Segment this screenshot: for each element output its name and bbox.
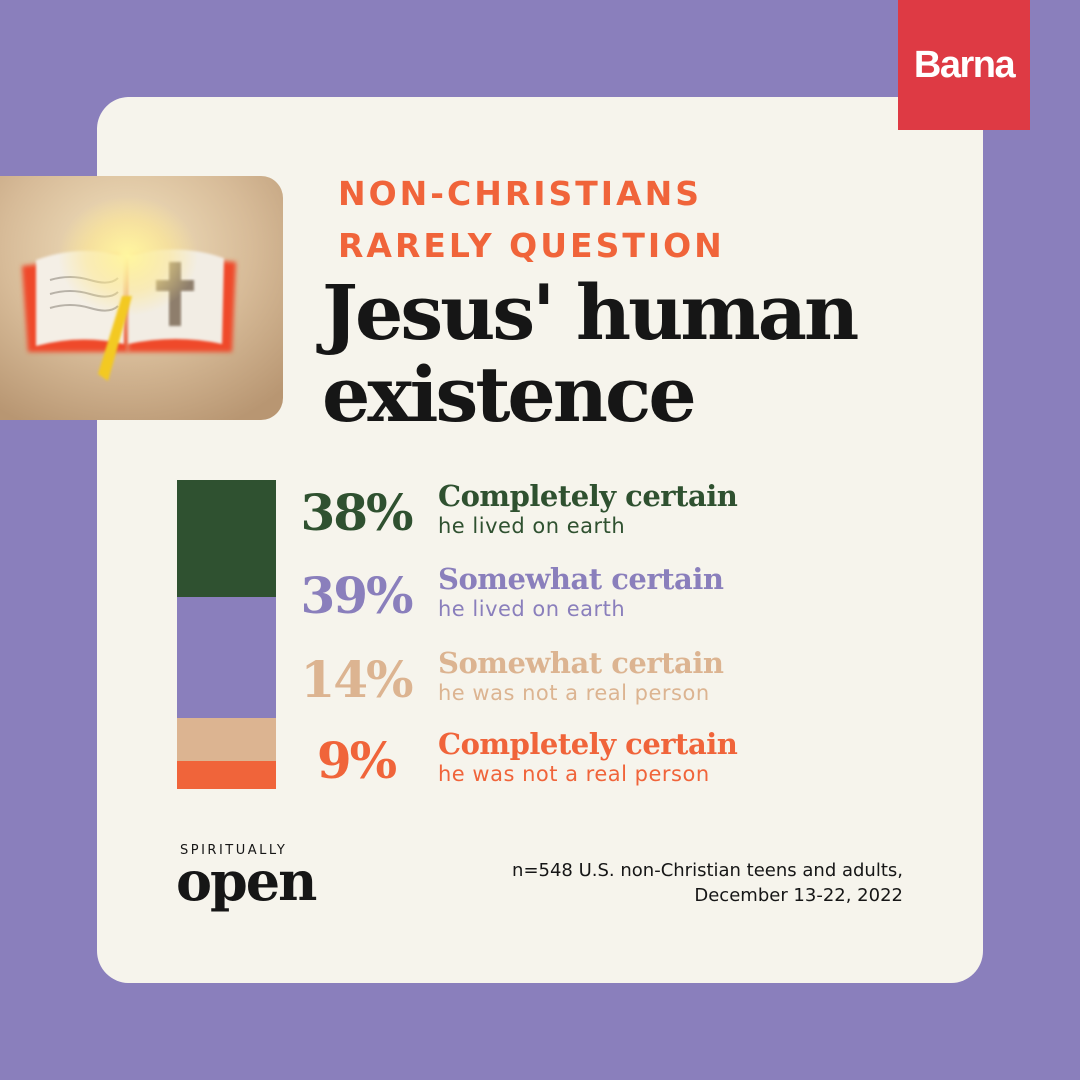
spiritually-open-logo-big: open [176, 849, 317, 913]
page-title: Jesus' human existence [322, 268, 859, 439]
source-line-1: n=548 U.S. non-Christian teens and adult… [512, 860, 903, 881]
stacked-bar [177, 480, 276, 789]
category-label: Completely certain [438, 727, 738, 761]
category-sublabel: he was not a real person [438, 681, 710, 705]
bar-segment [177, 597, 276, 718]
category-label: Somewhat certain [438, 562, 724, 596]
percent-label: 9% [316, 731, 397, 790]
source-note: n=548 U.S. non-Christian teens and adult… [512, 858, 903, 908]
percent-label: 38% [300, 483, 413, 542]
barna-logo: Barna [898, 0, 1030, 130]
percent-label: 39% [300, 566, 413, 625]
percent-label: 14% [300, 650, 413, 709]
source-line-2: December 13-22, 2022 [694, 885, 903, 906]
kicker-line-1: NON-CHRISTIANS [338, 174, 702, 213]
bar-segment [177, 718, 276, 761]
spiritually-open-logo-small: SPIRITUALLY [180, 843, 288, 858]
category-sublabel: he lived on earth [438, 597, 626, 621]
bar-segment [177, 480, 276, 597]
bar-segment [177, 761, 276, 789]
title-line-1: Jesus' human [322, 268, 859, 357]
open-bible-illustration [0, 176, 283, 420]
category-sublabel: he lived on earth [438, 514, 626, 538]
category-label: Somewhat certain [438, 646, 724, 680]
title-line-2: existence [322, 350, 697, 439]
kicker-line-2: RARELY QUESTION [338, 226, 725, 265]
category-label: Completely certain [438, 479, 738, 513]
category-sublabel: he was not a real person [438, 762, 710, 786]
kicker-heading: NON-CHRISTIANS RARELY QUESTION [338, 168, 725, 272]
